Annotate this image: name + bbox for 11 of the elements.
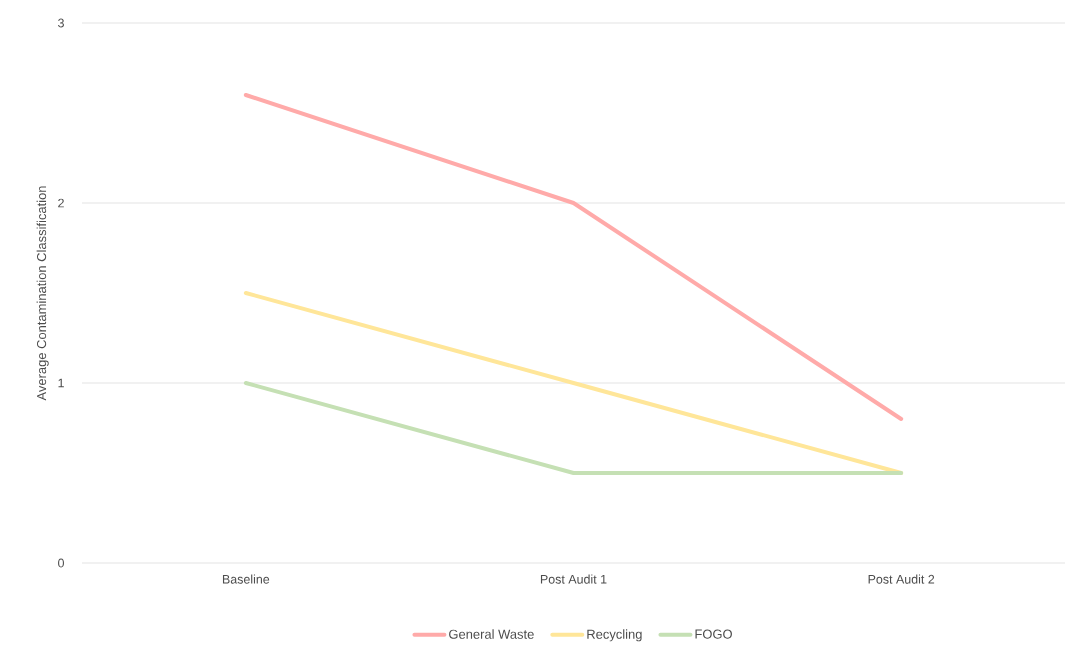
legend-label: FOGO	[695, 629, 732, 639]
y-tick-label: 1	[58, 378, 64, 388]
y-axis-title: Average Contamination Classification	[36, 186, 49, 401]
y-tick-label: 3	[58, 18, 64, 28]
x-tick-label: Post Audit 1	[540, 574, 607, 584]
legend-label: Recycling	[587, 629, 642, 642]
legend-label: General Waste	[449, 629, 534, 639]
x-tick-label: Baseline	[222, 574, 270, 584]
y-tick-label: 2	[58, 198, 64, 208]
x-tick-label: Post Audit 2	[868, 574, 935, 584]
y-tick-label: 0	[58, 558, 64, 568]
